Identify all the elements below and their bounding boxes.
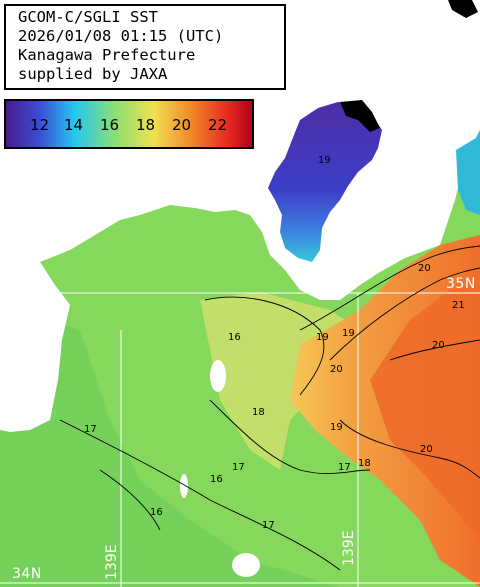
contour-label-16: 16 xyxy=(150,507,163,518)
contour-19-east xyxy=(299,245,480,331)
contour-19-west xyxy=(204,296,325,396)
header-line-3: Kanagawa Prefecture xyxy=(18,46,196,64)
contour-label-18: 18 xyxy=(252,407,265,418)
bay-cold-water xyxy=(268,102,382,262)
bay-dark-patch xyxy=(340,100,380,132)
lat-label-34n: 34N xyxy=(12,566,42,582)
island-2 xyxy=(232,553,260,577)
contour-17 xyxy=(59,419,341,571)
header-line-2: 2026/01/08 01:15 (UTC) xyxy=(18,27,224,45)
lat-label-35n-east: 35N xyxy=(446,276,476,292)
contour-label-19: 19 xyxy=(318,155,331,166)
header-line-1: GCOM-C/SGLI SST xyxy=(18,8,158,26)
contour-21 xyxy=(389,339,480,361)
contour-labels: 16 16 16 17 17 17 17 18 18 19 19 19 19 20 20 20 20 21 xyxy=(84,155,465,531)
contour-18 xyxy=(209,399,371,475)
legend-label-12: 12 xyxy=(30,116,50,134)
contour-16 xyxy=(99,469,161,531)
contour-20-south xyxy=(339,419,480,479)
color-legend-gradient xyxy=(6,101,252,147)
contour-20 xyxy=(329,267,480,361)
color-legend: 12 14 16 18 20 22 xyxy=(4,99,254,149)
contour-label-19: 19 xyxy=(330,422,343,433)
island-1 xyxy=(210,360,226,392)
header-line-4: supplied by JAXA xyxy=(18,65,168,83)
sea-southwest-zone xyxy=(0,300,340,587)
lon-label-139e-west: 139E xyxy=(104,544,120,580)
contour-label-20: 20 xyxy=(330,364,343,375)
lon-label-139e-east: 139E xyxy=(341,530,357,566)
bay-east-patch xyxy=(456,130,480,215)
legend-label-20: 20 xyxy=(172,116,192,134)
contour-label-20: 20 xyxy=(432,340,445,351)
island-4 xyxy=(448,0,478,18)
header-box: GCOM-C/SGLI SST 2026/01/08 01:15 (UTC) K… xyxy=(4,4,286,90)
contour-label-17: 17 xyxy=(338,462,351,473)
lat-label-35n-west: 35N xyxy=(12,276,42,292)
land-izu-peninsula xyxy=(0,262,70,432)
color-legend-labels: 12 14 16 18 20 22 xyxy=(6,101,252,147)
contour-label-17: 17 xyxy=(262,520,275,531)
legend-label-18: 18 xyxy=(136,116,156,134)
contour-label-20: 20 xyxy=(418,263,431,274)
contour-lines xyxy=(59,245,480,571)
contour-label-16: 16 xyxy=(228,332,241,343)
contour-label-19: 19 xyxy=(316,332,329,343)
legend-label-16: 16 xyxy=(100,116,120,134)
contour-label-17: 17 xyxy=(84,424,97,435)
contour-label-17: 17 xyxy=(232,462,245,473)
contour-label-21: 21 xyxy=(452,300,465,311)
sea-warm-core xyxy=(370,285,480,540)
legend-label-22: 22 xyxy=(208,116,228,134)
contour-label-18: 18 xyxy=(358,458,371,469)
contour-label-16: 16 xyxy=(210,474,223,485)
island-3 xyxy=(180,474,188,498)
contour-label-20: 20 xyxy=(420,444,433,455)
legend-label-14: 14 xyxy=(64,116,84,134)
contour-label-19: 19 xyxy=(342,328,355,339)
